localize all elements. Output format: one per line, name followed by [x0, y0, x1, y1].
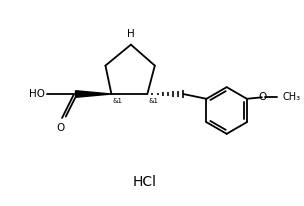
- Text: O: O: [258, 92, 267, 102]
- Text: HCl: HCl: [132, 175, 156, 189]
- Text: HO: HO: [29, 89, 45, 99]
- Text: &1: &1: [149, 98, 159, 104]
- Text: &1: &1: [112, 98, 123, 104]
- Text: O: O: [57, 123, 65, 133]
- Text: H: H: [127, 29, 135, 39]
- Polygon shape: [75, 91, 112, 97]
- Text: CH₃: CH₃: [282, 92, 301, 102]
